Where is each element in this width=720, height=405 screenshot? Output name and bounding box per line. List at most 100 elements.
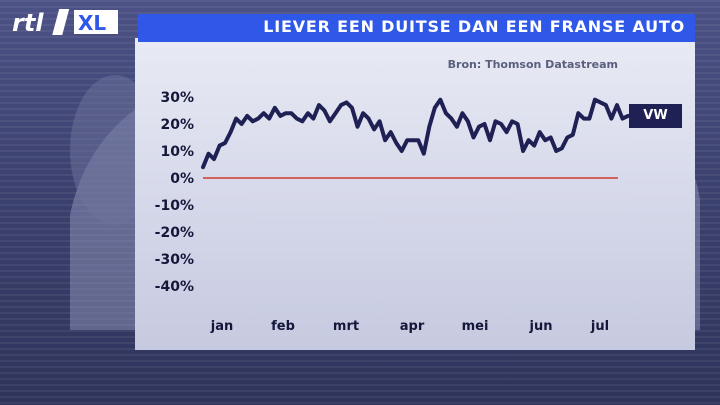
data-point	[561, 147, 563, 149]
data-point	[335, 112, 336, 114]
data-point	[610, 118, 612, 120]
data-point	[301, 120, 303, 122]
data-point	[329, 120, 331, 122]
data-point	[428, 126, 430, 128]
y-tick-label: 10%	[160, 144, 194, 160]
data-point	[384, 139, 386, 141]
data-point	[511, 120, 513, 122]
data-point	[500, 123, 502, 125]
data-point	[588, 118, 590, 120]
y-tick-label: 0%	[170, 171, 194, 187]
data-point	[285, 112, 287, 114]
data-point	[346, 101, 347, 103]
data-point	[622, 118, 623, 120]
data-point	[461, 112, 463, 114]
data-point	[450, 118, 452, 120]
data-point	[423, 153, 425, 155]
data-point	[279, 115, 281, 117]
data-point	[539, 131, 541, 133]
data-point	[616, 104, 618, 106]
x-tick-label: jan	[210, 319, 233, 334]
y-tick-label: -40%	[155, 279, 194, 295]
data-point	[318, 104, 320, 106]
y-tick-label: 30%	[160, 90, 194, 106]
data-point	[605, 104, 607, 106]
data-point	[550, 137, 552, 138]
data-point	[533, 145, 535, 147]
data-point	[340, 104, 342, 106]
data-point	[489, 139, 491, 141]
data-point	[213, 158, 215, 160]
data-point	[566, 137, 568, 138]
svg-text:XL: XL	[78, 11, 106, 35]
y-tick-label: 20%	[160, 117, 194, 133]
legend-label-vw: VW	[629, 104, 682, 128]
data-point	[202, 166, 204, 168]
data-point	[544, 139, 546, 141]
data-point	[395, 142, 397, 144]
data-point	[208, 153, 209, 155]
data-point	[555, 150, 557, 152]
data-point	[263, 112, 265, 114]
x-tick-label: jul	[590, 319, 609, 334]
data-point	[439, 99, 441, 101]
x-tick-label: jun	[529, 319, 553, 334]
data-point	[445, 112, 447, 114]
x-tick-label: mrt	[333, 319, 359, 334]
y-tick-label: -20%	[155, 225, 194, 241]
data-point	[296, 118, 298, 120]
data-point	[473, 137, 474, 138]
y-tick-label: -10%	[155, 198, 194, 214]
x-tick-label: apr	[400, 319, 425, 334]
rtlxl-logo: rtl XL	[12, 9, 118, 37]
data-point	[290, 112, 292, 114]
data-point	[434, 107, 436, 109]
data-point	[406, 139, 408, 141]
data-point	[495, 120, 496, 122]
data-point	[268, 118, 270, 120]
data-point	[252, 120, 254, 122]
svg-text:rtl: rtl	[12, 9, 44, 37]
series-line-vw	[201, 97, 630, 170]
data-point	[235, 118, 237, 120]
data-point	[274, 107, 276, 109]
data-point	[224, 142, 226, 144]
data-point	[517, 123, 519, 125]
data-point	[401, 150, 403, 152]
data-point	[241, 123, 243, 125]
source-note: Bron: Thomson Datastream	[447, 58, 618, 71]
chart-panel	[135, 38, 695, 350]
data-point	[577, 112, 579, 114]
data-point	[599, 101, 601, 103]
data-point	[357, 126, 358, 128]
data-point	[594, 99, 596, 101]
title-bar: LIEVER EEN DUITSE DAN EEN FRANSE AUTO	[138, 14, 695, 42]
data-point	[307, 112, 309, 114]
data-point	[467, 120, 469, 122]
data-point	[351, 107, 353, 109]
data-point	[257, 118, 259, 120]
data-point	[627, 115, 629, 117]
data-point	[583, 118, 585, 120]
data-point	[312, 118, 314, 120]
data-point	[456, 126, 458, 128]
data-point	[484, 123, 485, 125]
data-point	[417, 139, 419, 141]
page-title: LIEVER EEN DUITSE DAN EEN FRANSE AUTO	[263, 17, 685, 36]
x-tick-label: feb	[271, 319, 295, 334]
y-tick-label: -30%	[155, 252, 194, 268]
data-point	[528, 139, 530, 141]
data-point	[368, 118, 370, 120]
data-point	[412, 139, 414, 141]
data-point	[230, 131, 232, 133]
data-point	[362, 112, 364, 114]
data-point	[522, 150, 524, 152]
data-point	[323, 110, 325, 111]
data-point	[572, 134, 574, 136]
data-point	[478, 126, 480, 128]
data-point	[390, 131, 392, 133]
data-point	[219, 145, 221, 147]
x-tick-label: mei	[462, 319, 489, 334]
